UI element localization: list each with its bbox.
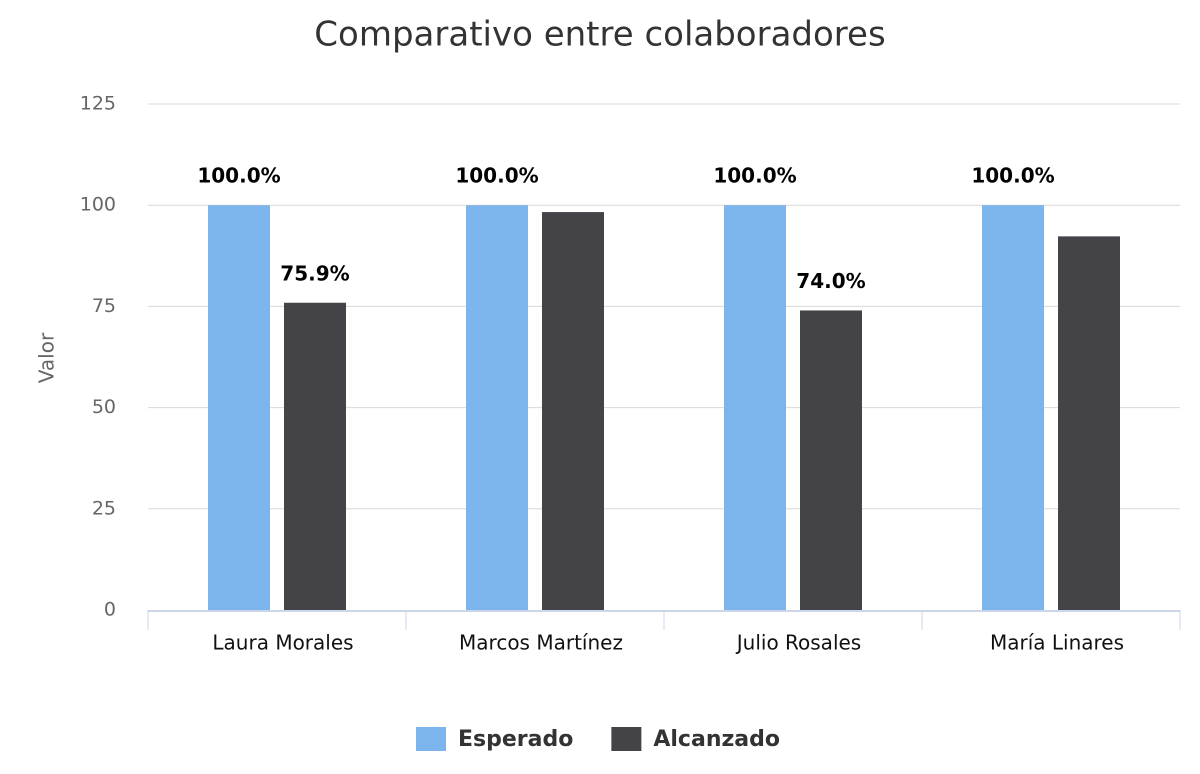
- y-tick-label: 125: [80, 93, 116, 115]
- x-tick-label: Laura Morales: [212, 631, 353, 655]
- bar: [1058, 236, 1120, 610]
- legend-swatch: [416, 727, 446, 751]
- bar: [800, 310, 862, 610]
- x-tick-label: Marcos Martínez: [459, 631, 623, 655]
- y-tick-label: 75: [92, 295, 116, 317]
- bar: [284, 302, 346, 610]
- y-axis-label: Valor: [35, 332, 59, 383]
- chart-title: Comparativo entre colaboradores: [314, 15, 885, 55]
- legend-swatch: [611, 727, 642, 751]
- y-tick-label: 0: [104, 599, 116, 621]
- y-tick-label: 25: [92, 497, 116, 519]
- bar: [542, 212, 604, 610]
- bar: [982, 205, 1044, 610]
- data-label: 74.0%: [796, 269, 865, 293]
- bar: [724, 205, 786, 610]
- legend-label: Esperado: [458, 727, 573, 752]
- data-label: 100.0%: [197, 164, 280, 188]
- y-tick-label: 50: [92, 396, 116, 418]
- y-tick-label: 100: [80, 194, 116, 216]
- data-label: 100.0%: [971, 164, 1054, 188]
- legend-label: Alcanzado: [653, 727, 780, 752]
- x-tick-label: Julio Rosales: [735, 631, 861, 655]
- data-label: 100.0%: [713, 164, 796, 188]
- data-label: 75.9%: [280, 261, 349, 285]
- data-label: 100.0%: [455, 164, 538, 188]
- bar: [208, 205, 270, 610]
- bar: [466, 205, 528, 610]
- x-tick-label: María Linares: [990, 631, 1124, 655]
